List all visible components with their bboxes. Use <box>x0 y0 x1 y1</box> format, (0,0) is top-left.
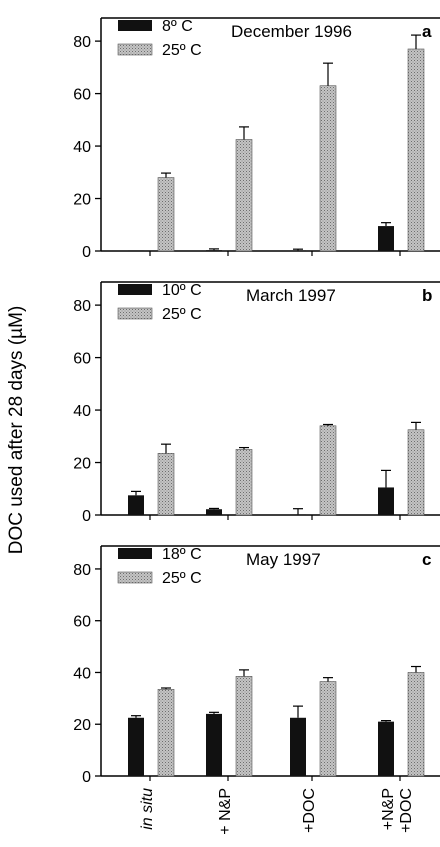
y-tick-label: 40 <box>73 403 91 420</box>
x-category-label: + N&P <box>217 788 234 835</box>
legend-label-low: 8º C <box>162 18 193 35</box>
bar-low-temp <box>206 713 222 776</box>
legend-label-low: 10º C <box>162 282 202 299</box>
legend-label-high: 25º C <box>162 570 202 587</box>
bar-low-temp <box>128 717 144 776</box>
panel-title: December 1996 <box>231 22 352 41</box>
panel-title: March 1997 <box>246 286 336 305</box>
bar-low-temp <box>128 495 144 515</box>
bar-low-temp <box>378 226 394 251</box>
y-tick-label: 40 <box>73 139 91 156</box>
y-tick-label: 80 <box>73 34 91 51</box>
x-category-label: +DOC <box>398 788 415 833</box>
bar-low-temp <box>290 514 306 515</box>
bar-25C <box>407 672 425 777</box>
x-category-label: +DOC <box>301 788 318 833</box>
legend-swatch-low <box>118 284 152 295</box>
bar-25C <box>235 449 253 516</box>
panel-a: 0 20 40 60 80 8º C 25º C December 1996 a <box>73 17 440 261</box>
bar-low-temp <box>378 721 394 776</box>
panel-letter: c <box>422 550 431 569</box>
panel-letter: a <box>422 22 432 41</box>
bar-low-temp <box>128 250 144 251</box>
panel-title: May 1997 <box>246 550 321 569</box>
bar-low-temp <box>206 250 222 251</box>
legend-swatch-low <box>118 548 152 559</box>
bar-25C <box>235 139 253 252</box>
y-tick-label: 80 <box>73 298 91 315</box>
bar-25C <box>319 85 337 252</box>
bar-low-temp <box>206 509 222 515</box>
y-tick-label: 20 <box>73 717 91 734</box>
y-tick-label: 60 <box>73 351 91 368</box>
bar-25C <box>319 425 337 516</box>
legend-label-high: 25º C <box>162 42 202 59</box>
bar-low-temp <box>290 717 306 776</box>
bar-25C <box>407 429 425 516</box>
x-category-label: +N&P <box>380 788 397 830</box>
bar-25C <box>157 177 175 252</box>
bar-25C <box>157 453 175 516</box>
bar-25C <box>407 48 425 252</box>
legend-swatch-low <box>118 20 152 31</box>
panel-c: 0 20 40 60 80 18º C 25º C May 1997 c <box>73 545 440 786</box>
x-axis-category-labels: in situ + N&P +DOC +N&P +DOC <box>139 788 415 835</box>
panel-b: 0 20 40 60 80 10º C 25º C March 1997 b <box>73 281 440 525</box>
y-tick-label: 80 <box>73 562 91 579</box>
bar-low-temp <box>378 487 394 515</box>
legend-label-high: 25º C <box>162 306 202 323</box>
legend-label-low: 18º C <box>162 546 202 563</box>
legend-swatch-high <box>117 307 153 320</box>
y-tick-label: 0 <box>82 244 91 261</box>
legend-swatch-high <box>117 43 153 56</box>
panels: 0 20 40 60 80 8º C 25º C December 1996 a 0 20 40 60 8… <box>73 17 440 786</box>
panel-letter: b <box>422 286 432 305</box>
bar-25C <box>235 676 253 777</box>
legend-swatch-high <box>117 571 153 584</box>
y-tick-label: 0 <box>82 508 91 525</box>
y-tick-label: 60 <box>73 87 91 104</box>
bar-low-temp <box>290 250 306 251</box>
y-tick-label: 20 <box>73 456 91 473</box>
y-axis-label: DOC used after 28 days (µM) <box>6 306 27 555</box>
bar-25C <box>157 688 175 777</box>
x-category-label: in situ <box>139 788 156 830</box>
y-tick-label: 20 <box>73 192 91 209</box>
bar-25C <box>319 681 337 777</box>
y-tick-label: 60 <box>73 614 91 631</box>
y-tick-label: 40 <box>73 665 91 682</box>
y-tick-label: 0 <box>82 769 91 786</box>
